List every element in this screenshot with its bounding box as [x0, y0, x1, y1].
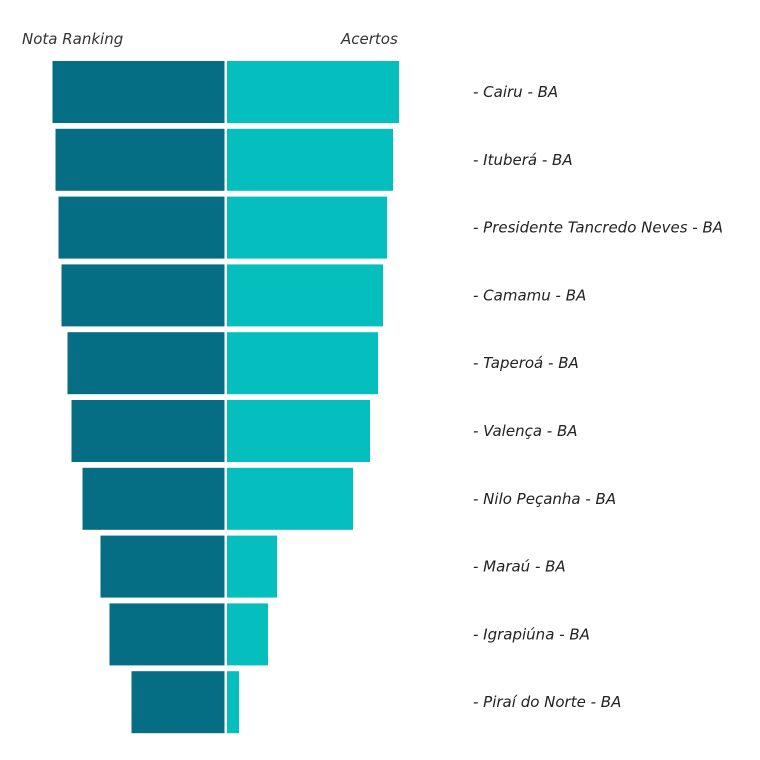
category-label: - Nilo Peçanha - BA — [473, 490, 616, 508]
bar-nota-ranking — [131, 671, 225, 734]
bar-nota-ranking — [61, 264, 225, 327]
category-label: - Valença - BA — [473, 422, 578, 440]
bar-nota-ranking — [55, 128, 225, 191]
bar-nota-ranking — [109, 603, 225, 666]
bar-acertos — [227, 671, 239, 734]
category-label: - Presidente Tancredo Neves - BA — [473, 219, 723, 237]
category-label: - Piraí do Norte - BA — [473, 693, 621, 711]
bar-acertos — [227, 332, 378, 395]
bar-acertos — [227, 128, 393, 191]
bar-acertos — [227, 535, 277, 598]
category-label: - Ituberá - BA — [473, 151, 573, 169]
bar-acertos — [227, 400, 370, 462]
bar-acertos — [227, 264, 383, 327]
legend-nota-ranking: Nota Ranking — [22, 30, 124, 48]
bar-nota-ranking — [52, 61, 225, 123]
category-label: - Cairu - BA — [473, 83, 558, 101]
bar-acertos — [227, 467, 353, 530]
bar-acertos — [227, 61, 399, 123]
bar-acertos — [227, 603, 268, 666]
bar-nota-ranking — [82, 467, 225, 530]
bar-nota-ranking — [100, 535, 225, 598]
bar-nota-ranking — [58, 196, 225, 259]
category-label: - Maraú - BA — [473, 558, 566, 576]
bar-nota-ranking — [67, 332, 225, 395]
legend-acertos: Acertos — [341, 30, 398, 48]
category-label: - Taperoá - BA — [473, 354, 579, 372]
category-label: - Camamu - BA — [473, 286, 586, 304]
bar-acertos — [227, 196, 387, 259]
bar-nota-ranking — [71, 400, 225, 462]
category-label: - Igrapiúna - BA — [473, 625, 590, 643]
